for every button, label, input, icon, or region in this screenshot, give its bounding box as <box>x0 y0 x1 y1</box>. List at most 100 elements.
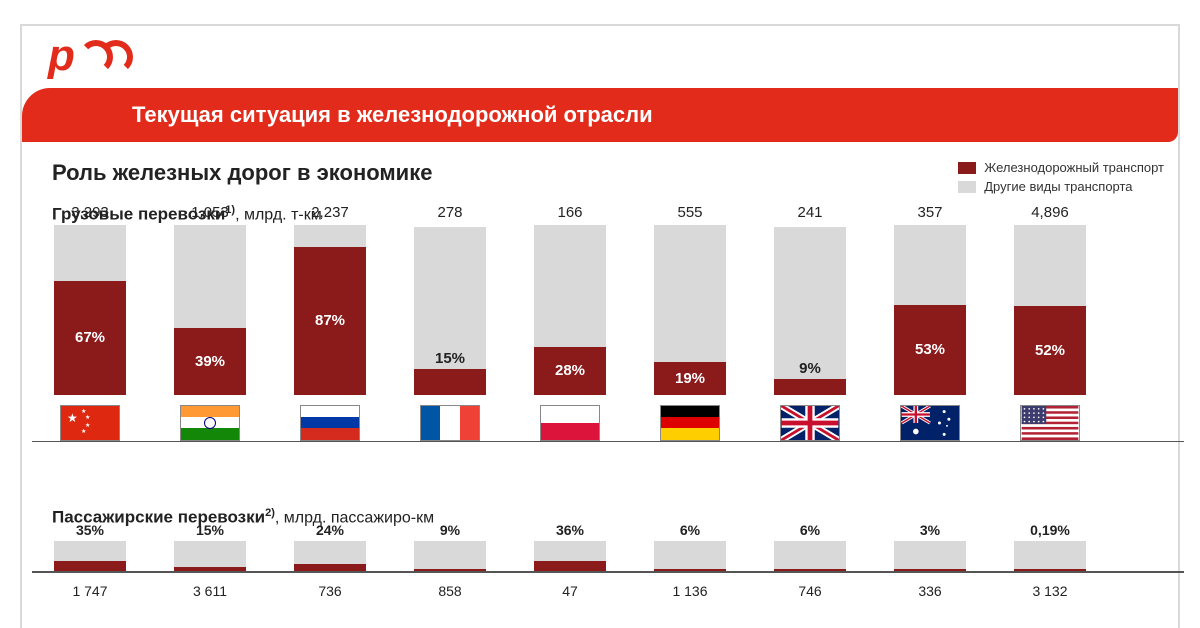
freight-col-cn: 3,293 67% ★★★★★ <box>52 204 128 441</box>
freight-pct-label: 87% <box>315 312 345 329</box>
pax-bar-rail <box>414 569 486 572</box>
pax-bar-rail <box>534 561 606 572</box>
freight-col-us: 4,896 52% <box>1012 204 1088 441</box>
freight-bar-other <box>414 227 486 370</box>
pax-total-label: 1 747 <box>52 583 128 599</box>
freight-bar: 52% <box>1014 225 1086 395</box>
freight-bar-rail: 52% <box>1014 306 1086 394</box>
pax-total-label: 736 <box>292 583 368 599</box>
pax-bar: 6% <box>654 541 726 571</box>
freight-bar-rail <box>414 369 486 395</box>
freight-bar: 28% <box>534 225 606 395</box>
pax-col-us: 0,19% <box>1012 541 1088 571</box>
pax-columns: 35%15%24%9%36%6%6%3%0,19% <box>52 537 1164 571</box>
freight-bar: 87% <box>294 225 366 395</box>
freight-bar-rail: 28% <box>534 347 606 395</box>
pax-bar-rail <box>894 569 966 571</box>
pax-pct-label: 9% <box>414 522 486 538</box>
pax-total-label: 858 <box>412 583 488 599</box>
legend-swatch-rail <box>958 162 976 174</box>
freight-bar: 53% <box>894 225 966 395</box>
freight-bar-other <box>774 227 846 380</box>
freight-pct-label: 53% <box>915 341 945 358</box>
logo-swoosh-icon <box>75 34 135 78</box>
page-title: Текущая ситуация в железнодорожной отрас… <box>132 102 653 128</box>
pax-col-cn: 35% <box>52 541 128 571</box>
freight-pct-label: 28% <box>555 362 585 379</box>
pax-col-de: 6% <box>652 541 728 571</box>
freight-total-label: 3,293 <box>71 204 109 221</box>
pax-bar-other <box>654 541 726 569</box>
pax-baseline <box>32 571 1184 573</box>
pax-col-au: 3% <box>892 541 968 571</box>
pax-bar: 24% <box>294 541 366 571</box>
freight-total-label: 4,896 <box>1031 204 1069 221</box>
legend: Железнодорожный транспорт Другие виды тр… <box>958 160 1164 198</box>
freight-total-label: 166 <box>557 204 582 221</box>
freight-col-au: 357 53% <box>892 204 968 441</box>
freight-bar: 67% <box>54 225 126 395</box>
freight-bar: 15% <box>414 225 486 395</box>
pax-bar-rail <box>294 564 366 571</box>
pax-bar-other <box>294 541 366 564</box>
pax-bar-rail <box>174 567 246 572</box>
pax-bar-other <box>54 541 126 561</box>
freight-col-pl: 166 28% <box>532 204 608 441</box>
freight-columns: 3,29367%★★★★★1,05339%2,23787%27815%16628… <box>52 231 1164 441</box>
pax-bar-other <box>774 541 846 569</box>
page: p Текущая ситуация в железнодорожной отр… <box>0 0 1200 628</box>
freight-bar-rail: 39% <box>174 328 246 394</box>
freight-bar-rail: 67% <box>54 281 126 395</box>
pax-bar: 3% <box>894 541 966 571</box>
freight-bar-rail <box>774 379 846 394</box>
pax-bar-other <box>1014 541 1086 569</box>
freight-pct-label: 52% <box>1035 342 1065 359</box>
pax-pct-label: 6% <box>654 522 726 538</box>
freight-col-ru: 2,23787% <box>292 204 368 441</box>
flag-ru <box>300 405 360 441</box>
pax-bar-other <box>414 541 486 568</box>
content-area: Роль железных дорог в экономике Железнод… <box>52 160 1164 599</box>
pax-bar: 0,19% <box>1014 541 1086 571</box>
legend-item-rail: Железнодорожный транспорт <box>958 160 1164 175</box>
legend-swatch-other <box>958 181 976 193</box>
pax-col-in: 15% <box>172 541 248 571</box>
legend-label-other: Другие виды транспорта <box>984 179 1132 194</box>
freight-pct-label: 9% <box>774 360 846 377</box>
flag-fr <box>420 405 480 441</box>
pax-total-label: 47 <box>532 583 608 599</box>
pax-col-gb: 6% <box>772 541 848 571</box>
flag-au <box>900 405 960 441</box>
passenger-chart: Пассажирские перевозки2), млрд. пассажир… <box>52 507 1164 600</box>
freight-col-fr: 27815% <box>412 204 488 441</box>
freight-col-in: 1,05339% <box>172 204 248 441</box>
pax-bar-rail <box>1014 569 1086 571</box>
freight-total-label: 278 <box>437 204 462 221</box>
pax-total-label: 336 <box>892 583 968 599</box>
pax-col-ru: 24% <box>292 541 368 571</box>
freight-pct-label: 67% <box>75 329 105 346</box>
freight-total-label: 357 <box>917 204 942 221</box>
flag-cn: ★★★★★ <box>60 405 120 441</box>
freight-bar-other <box>54 225 126 281</box>
freight-bar-rail: 87% <box>294 247 366 395</box>
freight-total-label: 241 <box>797 204 822 221</box>
freight-col-gb: 241 9% <box>772 204 848 441</box>
flag-in <box>180 405 240 441</box>
pax-col-fr: 9% <box>412 541 488 571</box>
pax-pct-label: 36% <box>534 522 606 538</box>
logo-letter: p <box>48 34 75 78</box>
pax-pct-label: 3% <box>894 522 966 538</box>
freight-pct-label: 39% <box>195 353 225 370</box>
pax-bar-rail <box>54 561 126 572</box>
flag-gb <box>780 405 840 441</box>
freight-bar-other <box>294 225 366 247</box>
legend-item-other: Другие виды транспорта <box>958 179 1164 194</box>
pax-total-label: 3 611 <box>172 583 248 599</box>
pax-pct-label: 35% <box>54 522 126 538</box>
freight-baseline <box>32 441 1184 443</box>
freight-bar: 19% <box>654 225 726 395</box>
pax-total-label: 3 132 <box>1012 583 1088 599</box>
pax-bar: 6% <box>774 541 846 571</box>
freight-bar-other <box>534 225 606 347</box>
